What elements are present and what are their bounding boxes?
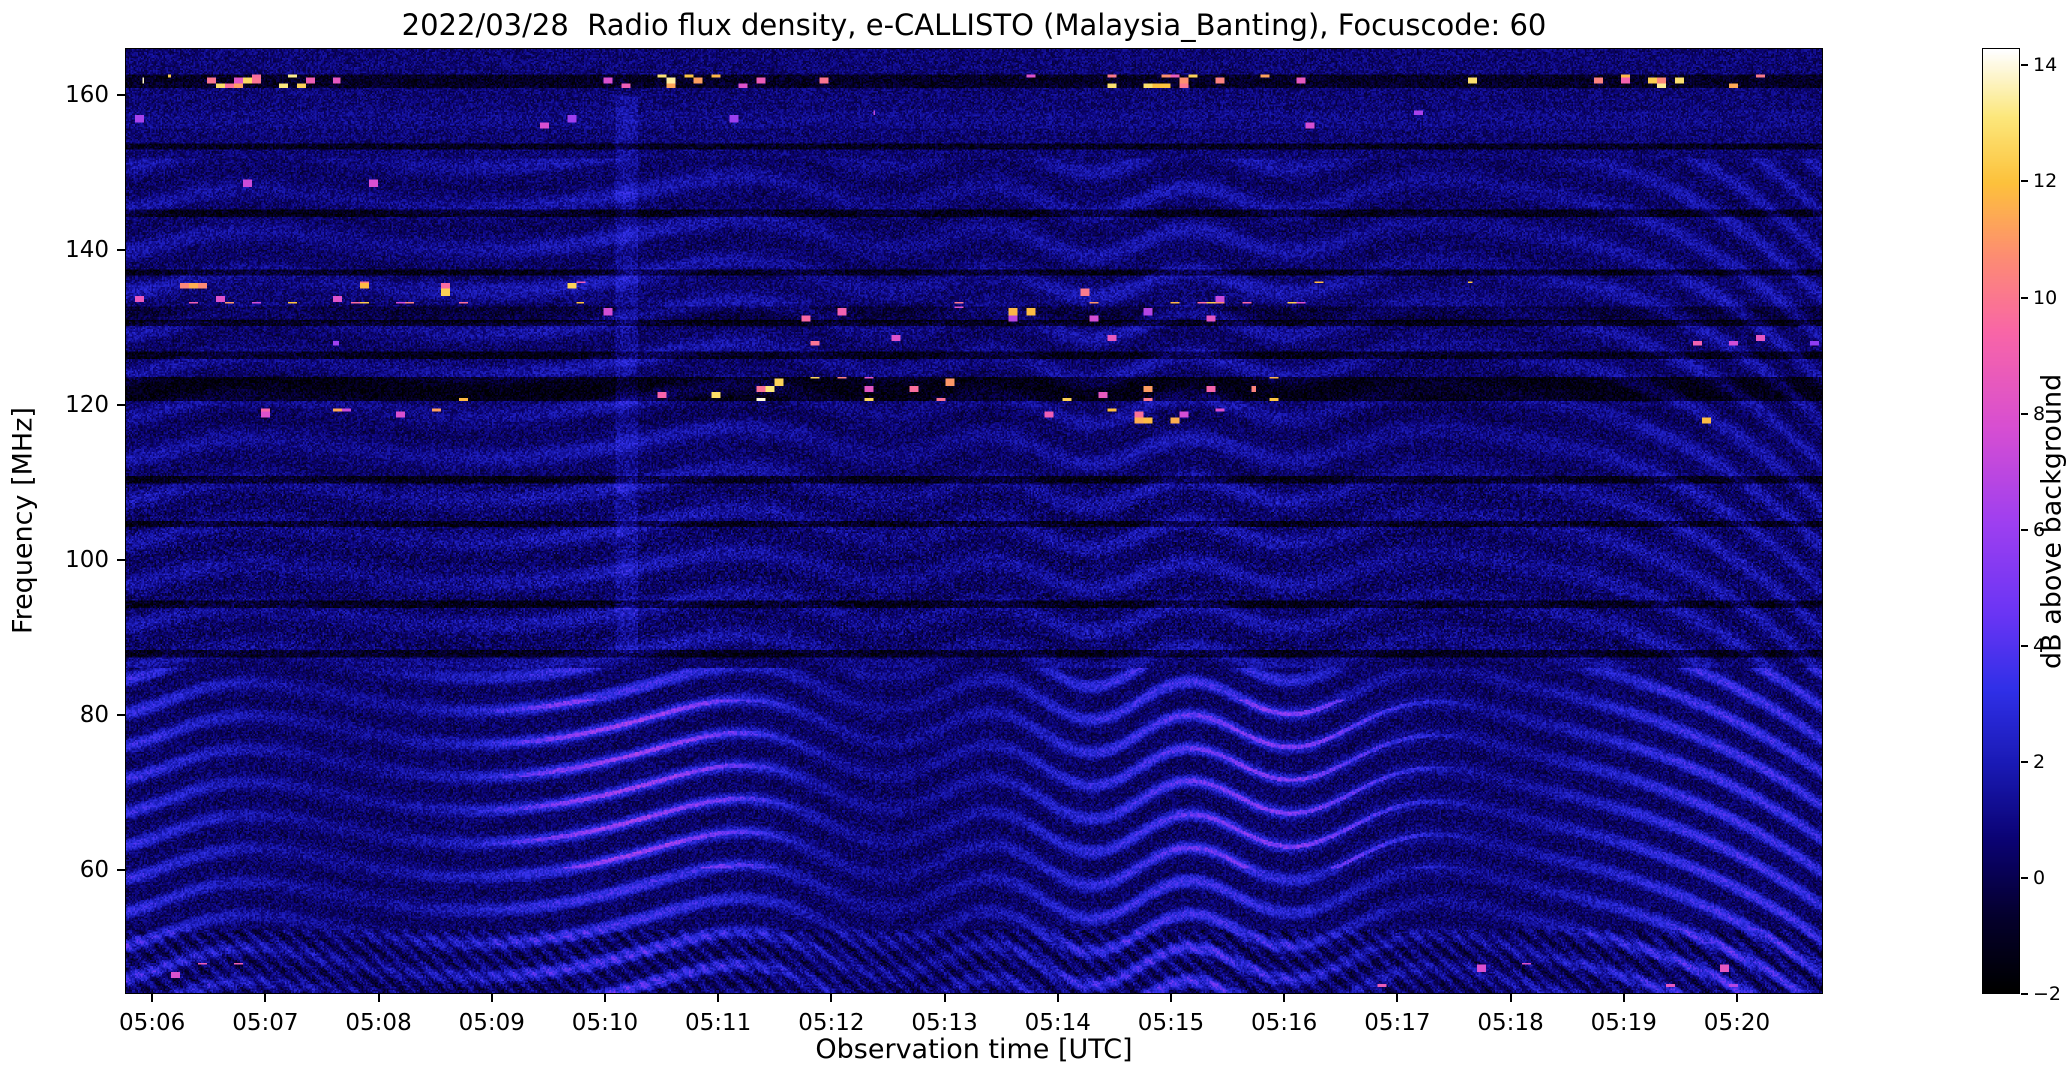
x-tick-label: 05:19 [1590,1010,1657,1036]
x-tick-mark [1622,994,1625,1002]
colorbar-tick-mark [2021,296,2028,299]
x-tick-label: 05:06 [119,1010,186,1036]
x-tick-mark [377,994,380,1002]
x-tick-label: 05:07 [232,1010,299,1036]
heatmap-plot [125,48,1823,994]
x-tick-mark [1283,994,1286,1002]
x-tick-label: 05:17 [1364,1010,1431,1036]
x-tick-mark [1396,994,1399,1002]
y-tick-mark [117,93,125,96]
colorbar-tick-mark [2021,644,2028,647]
x-tick-label: 05:20 [1703,1010,1771,1036]
y-tick-label: 100 [65,546,109,573]
y-tick-label: 60 [79,856,109,883]
colorbar-tick-mark [2021,412,2028,415]
x-tick-mark [1509,994,1512,1002]
colorbar-tick-label: 0 [2033,866,2046,889]
colorbar-tick-mark [2021,528,2028,531]
x-tick-mark [1735,994,1738,1002]
colorbar-label: dB above background [2036,373,2066,669]
colorbar-tick-label: 14 [2033,54,2058,77]
colorbar-tick-label: 12 [2033,170,2058,193]
spectrogram-canvas [126,49,1822,993]
x-tick-mark [1056,994,1059,1002]
x-tick-mark [490,994,493,1002]
x-tick-label: 05:14 [1024,1010,1091,1036]
x-tick-mark [943,994,946,1002]
x-axis-ticks: 05:06 05:07 05:08 05:09 05:10 05:11 05:12 05:13… [119,994,1823,1040]
y-tick-label: 120 [65,391,109,418]
y-tick-label: 80 [79,701,109,728]
x-tick-label: 05:11 [685,1010,752,1036]
x-tick-label: 05:13 [911,1010,978,1036]
x-tick-label: 05:10 [571,1010,639,1036]
colorbar-ticks: −2 0 2 4 6 8 10 12 14 [2021,48,2065,1005]
colorbar-tick-label: −2 [2033,983,2062,1005]
y-tick-label: 140 [65,236,109,263]
x-tick-mark [1169,994,1172,1002]
y-tick-mark [117,558,125,561]
colorbar-tick-mark [2021,760,2028,763]
x-tick-mark [603,994,606,1002]
y-tick-mark [117,248,125,251]
x-tick-label: 05:09 [458,1010,525,1036]
x-tick-mark [264,994,267,1002]
x-axis-label: Observation time [UTC] [815,1034,1133,1065]
y-tick-label: 160 [65,81,109,108]
colorbar-tick-label: 8 [2033,402,2046,425]
x-tick-label: 05:08 [345,1010,412,1036]
x-tick-label: 05:15 [1137,1010,1205,1036]
y-tick-mark [117,868,125,871]
colorbar-tick-label: 4 [2033,634,2046,657]
x-tick-label: 05:16 [1251,1010,1318,1036]
y-tick-mark [117,713,125,716]
colorbar [1982,48,2020,994]
x-tick-label: 05:18 [1477,1010,1544,1036]
chart-title: 2022/03/28 Radio flux density, e-CALLIST… [401,8,1547,42]
colorbar-tick-label: 2 [2033,750,2046,773]
x-tick-label: 05:12 [798,1010,865,1036]
colorbar-tick-label: 10 [2033,286,2058,309]
colorbar-tick-mark [2021,876,2028,879]
colorbar-tick-mark [2021,993,2028,995]
colorbar-canvas [1983,49,2019,993]
colorbar-tick-label: 6 [2033,518,2046,541]
y-tick-mark [117,403,125,406]
colorbar-tick-mark [2021,64,2028,67]
x-tick-mark [717,994,720,1002]
x-tick-mark [830,994,833,1002]
x-tick-mark [151,994,154,1002]
colorbar-tick-mark [2021,180,2028,183]
y-axis-ticks: 60 80 100 120 140 160 [0,48,125,994]
